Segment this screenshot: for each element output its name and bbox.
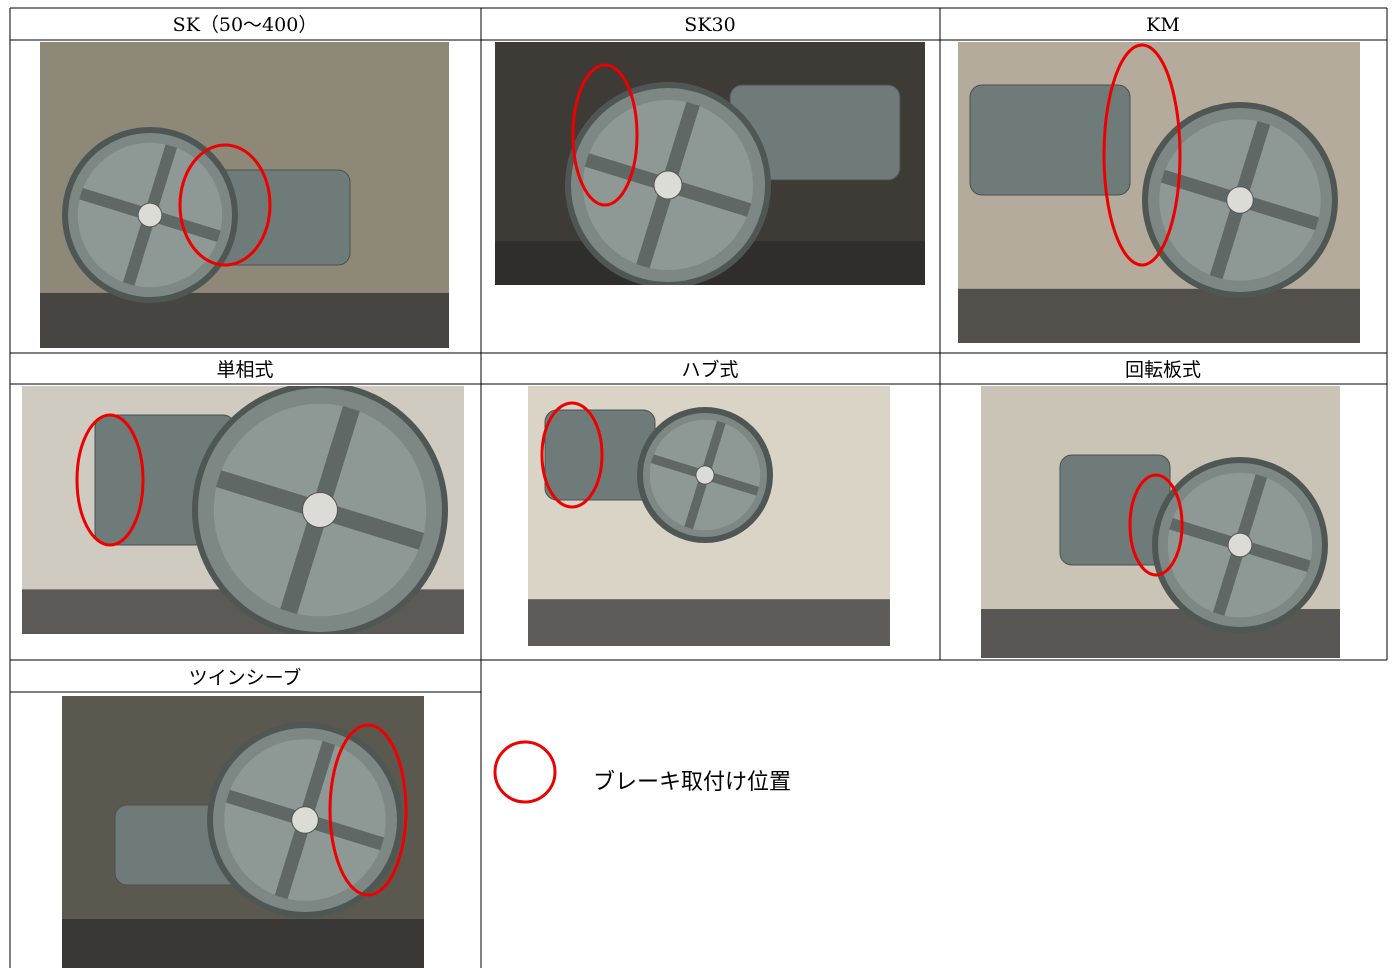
hub: [302, 492, 338, 528]
brake-position-marker: [1102, 43, 1182, 267]
brake-position-marker: [178, 143, 272, 267]
photo: [958, 42, 1360, 343]
photo-content: [62, 696, 424, 968]
brake-position-marker: [571, 63, 639, 207]
cell-label: 回転板式: [1125, 359, 1201, 381]
machine-base: [62, 919, 424, 968]
photos: [22, 42, 1360, 968]
legend-marker: [493, 740, 557, 804]
photo-content: [528, 386, 890, 646]
hub: [653, 170, 683, 200]
machine-base: [528, 599, 890, 646]
cell-label: SK30: [684, 14, 735, 36]
hub: [695, 465, 715, 485]
brake-position-marker: [328, 723, 408, 897]
photo: [495, 42, 925, 285]
photo: [528, 386, 890, 646]
hub: [1227, 532, 1253, 558]
photo-content: [958, 42, 1360, 343]
table-borders: [9, 7, 1388, 968]
hub: [137, 202, 163, 228]
photo: [40, 42, 449, 348]
photo: [981, 386, 1340, 658]
cell-label: KM: [1146, 14, 1180, 36]
cell-label: ツインシーブ: [189, 666, 302, 689]
photo: [22, 386, 464, 634]
photo-content: [22, 386, 464, 634]
hub: [1226, 186, 1254, 214]
photo-content: [495, 42, 925, 285]
photo: [62, 696, 424, 968]
brake-position-marker: [540, 401, 604, 509]
cell-label: 単相式: [216, 359, 273, 381]
hub: [291, 806, 319, 834]
legend-text: ブレーキ取付け位置: [593, 770, 791, 795]
brake-position-marker: [75, 413, 145, 547]
cell-label: ハブ式: [681, 358, 738, 381]
photo-content: [981, 386, 1340, 658]
motor: [969, 84, 1131, 196]
cell-label: SK（50～400）: [173, 14, 318, 36]
brake-position-marker: [1128, 473, 1184, 577]
photo-content: [40, 42, 449, 348]
machine-base: [40, 292, 449, 348]
machine-base: [958, 288, 1360, 343]
